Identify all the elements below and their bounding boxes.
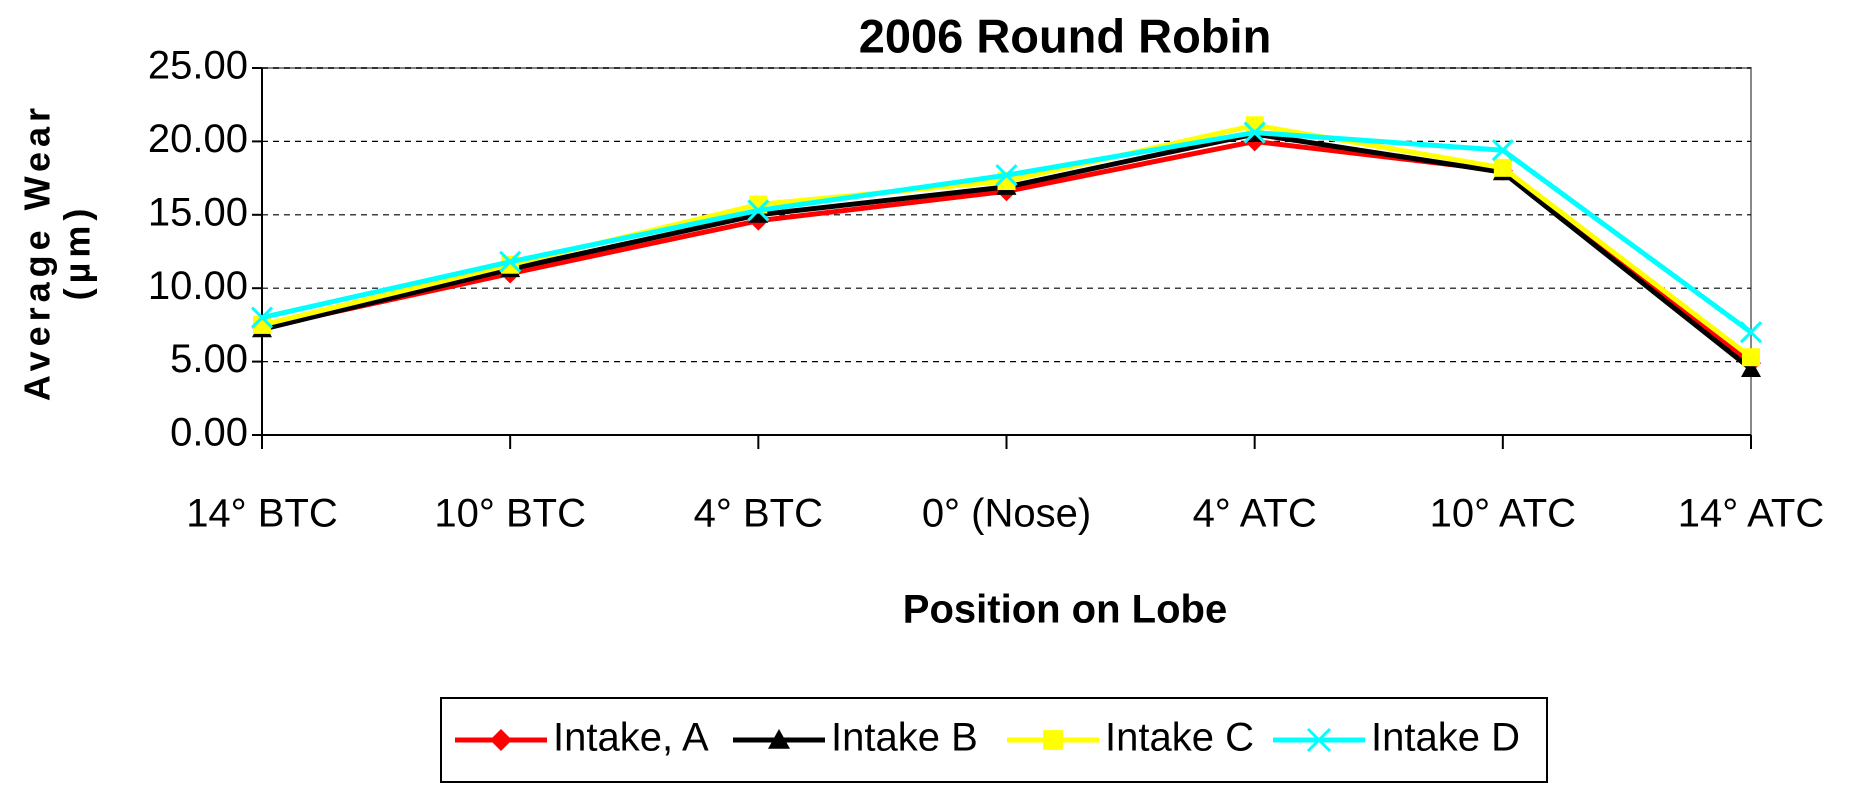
marker bbox=[490, 729, 512, 751]
legend-label: Intake B bbox=[831, 716, 978, 760]
marker bbox=[250, 306, 274, 329]
marker bbox=[995, 164, 1018, 187]
marker bbox=[1742, 348, 1760, 367]
x-tick-label: 0° (Nose) bbox=[922, 492, 1091, 536]
marker bbox=[1306, 727, 1332, 753]
x-tick-label: 14° BTC bbox=[186, 492, 338, 536]
x-axis-label: Position on Lobe bbox=[903, 588, 1227, 632]
y-tick-label: 5.00 bbox=[170, 337, 248, 381]
x-tick-label: 4° BTC bbox=[694, 492, 823, 536]
x-tick-label: 4° ATC bbox=[1193, 492, 1317, 536]
y-tick-label: 0.00 bbox=[170, 411, 248, 455]
marker bbox=[747, 199, 770, 222]
marker bbox=[1493, 158, 1512, 177]
legend-label: Intake, A bbox=[553, 716, 709, 760]
marker bbox=[748, 204, 769, 223]
y-tick-label: 25.00 bbox=[148, 44, 248, 88]
x-tick-label: 10° BTC bbox=[434, 492, 586, 536]
legend-label: Intake C bbox=[1105, 716, 1254, 760]
marker bbox=[499, 250, 522, 273]
marker bbox=[1491, 139, 1514, 162]
marker bbox=[1739, 321, 1763, 344]
legend-label: Intake D bbox=[1371, 716, 1520, 760]
y-axis-label: (µm) bbox=[57, 204, 98, 301]
marker bbox=[1043, 730, 1063, 750]
x-tick-label: 10° ATC bbox=[1430, 492, 1576, 536]
chart-title: 2006 Round Robin bbox=[859, 9, 1272, 62]
marker bbox=[1741, 358, 1761, 377]
x-tick-label: 14° ATC bbox=[1678, 492, 1824, 536]
marker bbox=[1243, 121, 1266, 144]
y-tick-label: 20.00 bbox=[148, 117, 248, 161]
marker bbox=[768, 729, 790, 749]
y-axis-label: Average Wear bbox=[17, 103, 58, 401]
y-tick-label: 15.00 bbox=[148, 190, 248, 234]
y-tick-label: 10.00 bbox=[148, 264, 248, 308]
